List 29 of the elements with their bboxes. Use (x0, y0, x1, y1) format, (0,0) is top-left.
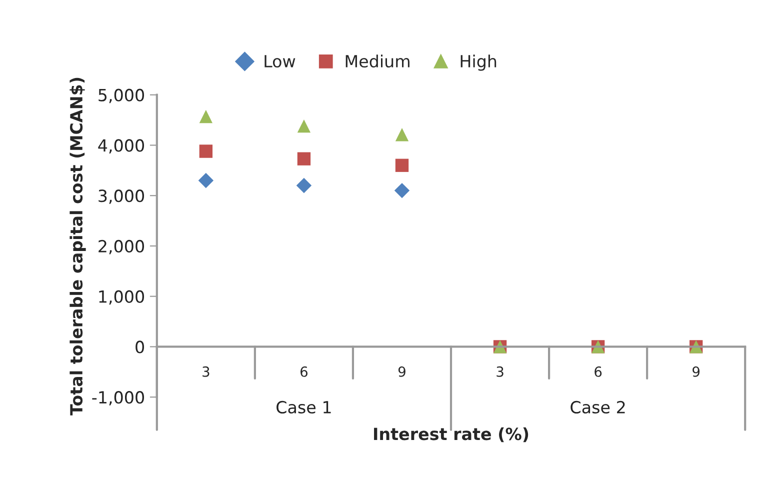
x-tick-label: 6 (594, 366, 602, 377)
point (198, 172, 214, 188)
text: Case 1 (276, 400, 331, 414)
legend-label: Low (264, 55, 296, 68)
point (199, 110, 213, 124)
y-axis-title: Total tolerable capital cost (MCAN$) (70, 78, 86, 416)
x-tick-label: 3 (202, 366, 210, 377)
y-tick-label: -1,000 (92, 391, 144, 406)
y-tick-label: 1,000 (99, 290, 144, 305)
y-tick-label: 4,000 (98, 139, 144, 154)
point (395, 128, 409, 142)
x-tick-label: 6 (300, 366, 308, 377)
text: Case 2 (570, 400, 625, 414)
point (297, 119, 311, 133)
x-tick-label: 3 (496, 366, 504, 377)
legend-label: Medium (346, 54, 410, 68)
point (297, 152, 311, 166)
x-tick-label: 9 (692, 366, 700, 377)
y-tick-label: 5,000 (98, 88, 144, 104)
y-tick-label: 2,000 (98, 240, 144, 254)
y-tick-label: 3,000 (98, 190, 144, 204)
x-tick-label: 9 (398, 366, 406, 377)
point (395, 158, 409, 172)
point (394, 182, 410, 198)
point (199, 144, 213, 158)
legend-label: High (460, 54, 496, 71)
y-tick-label: 0 (136, 340, 144, 354)
x-axis-title: Interest rate (%) (374, 427, 528, 442)
point (296, 178, 312, 194)
